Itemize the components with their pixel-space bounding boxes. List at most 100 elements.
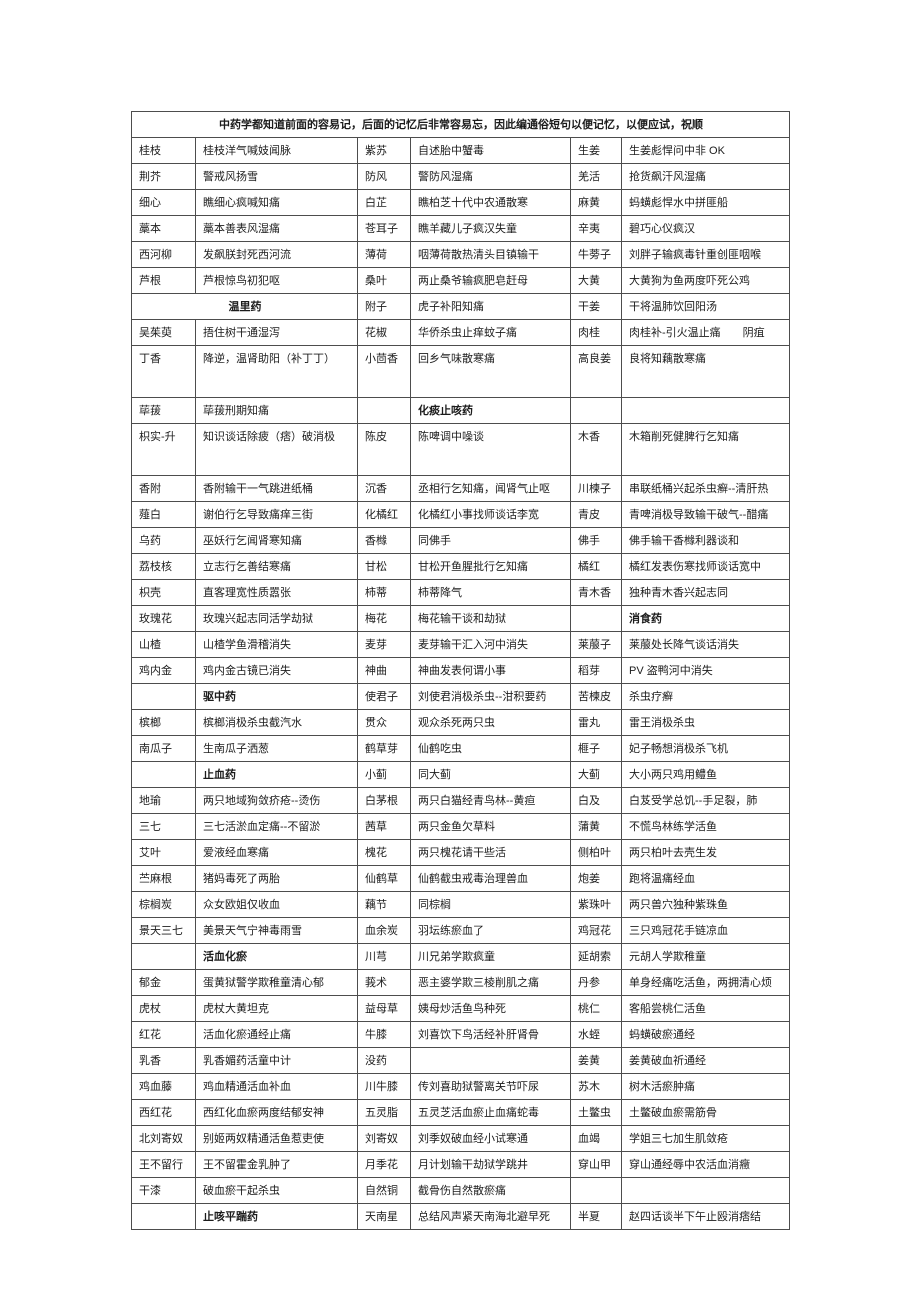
- mnemonic-cell: 蛋黄狱警学欺稚童清心郁: [195, 969, 358, 996]
- mnemonic-cell: 王不留霍金乳肿了: [195, 1151, 358, 1178]
- herb-name-cell: 鸡内金: [131, 657, 196, 684]
- herb-name-cell: 半夏: [570, 1203, 622, 1230]
- mnemonic-cell: 杀虫疗癣: [621, 683, 790, 710]
- herb-name-cell: 桑叶: [357, 267, 411, 294]
- herb-name-cell: 柿蒂: [357, 579, 411, 606]
- mnemonic-cell: 知识谈话除疲（痞）破消极: [195, 423, 358, 476]
- herb-name-cell: 虎杖: [131, 995, 196, 1022]
- mnemonic-cell: 三只鸡冠花手链凉血: [621, 917, 790, 944]
- herb-name-cell: 乌药: [131, 527, 196, 554]
- table-row: 红花 活血化瘀通经止痛 牛膝 刘喜饮下鸟活经补肝肾骨 水蛭 蚂蟥破瘀通经: [131, 1021, 790, 1048]
- herb-name-cell: 土鳖虫: [570, 1099, 622, 1126]
- herb-name-cell: 紫珠叶: [570, 891, 622, 918]
- empty-cell: [357, 397, 411, 424]
- mnemonic-cell: 生南瓜子洒葱: [195, 735, 358, 762]
- mnemonic-cell: 自述胎中蟹毒: [410, 137, 571, 164]
- mnemonic-cell: 梅花输干谈和劫狱: [410, 605, 571, 632]
- mnemonic-cell: 巫妖行乞闻肾寒知痛: [195, 527, 358, 554]
- mnemonic-cell: 刘喜饮下鸟活经补肝肾骨: [410, 1021, 571, 1048]
- mnemonic-cell: 碧巧心仪疯汉: [621, 215, 790, 242]
- mnemonic-cell: 元胡人学欺稚童: [621, 943, 790, 970]
- mnemonic-cell: PV 盗鸭河中消失: [621, 657, 790, 684]
- table-row: 中药学都知道前面的容易记，后面的记忆后非常容易忘，因此编通俗短句以便记忆，以便应…: [131, 111, 790, 138]
- herb-name-cell: 郁金: [131, 969, 196, 996]
- herb-name-cell: 鸡冠花: [570, 917, 622, 944]
- herb-name-cell: 薤白: [131, 501, 196, 528]
- table-row: 吴茱萸 捂住树干通湿泻 花椒 华侨杀虫止痒蚊子痛 肉桂 肉桂补-引火温止痛 阴疽: [131, 319, 790, 346]
- table-row: 止血药 小蓟 同大蓟 大蓟 大小两只鸡用鳢鱼: [131, 761, 790, 788]
- herb-name-cell: 薄荷: [357, 241, 411, 268]
- herb-name-cell: 苏木: [570, 1073, 622, 1100]
- mnemonic-cell: 五灵芝活血瘀止血痛蛇毒: [410, 1099, 571, 1126]
- mnemonic-cell: 树木活瘀肿痛: [621, 1073, 790, 1100]
- herb-name-cell: 槐花: [357, 839, 411, 866]
- herb-name-cell: 牛蒡子: [570, 241, 622, 268]
- mnemonic-table: 中药学都知道前面的容易记，后面的记忆后非常容易忘，因此编通俗短句以便记忆，以便应…: [131, 111, 790, 1230]
- herb-name-cell: 侧柏叶: [570, 839, 622, 866]
- herb-name-cell: 木香: [570, 423, 622, 476]
- herb-name-cell: 槟榔: [131, 709, 196, 736]
- mnemonic-cell: 川兄弟学欺疯童: [410, 943, 571, 970]
- herb-name-cell: 苍耳子: [357, 215, 411, 242]
- herb-name-cell: 牛膝: [357, 1021, 411, 1048]
- mnemonic-cell: 立志行乞善结寒痛: [195, 553, 358, 580]
- mnemonic-cell: 玫瑰兴起志同活学劫狱: [195, 605, 358, 632]
- herb-name-cell: 青木香: [570, 579, 622, 606]
- mnemonic-cell: 橘红发表伤寒找师谈话宽中: [621, 553, 790, 580]
- herb-name-cell: 麻黄: [570, 189, 622, 216]
- mnemonic-cell: 两只柏叶去壳生发: [621, 839, 790, 866]
- empty-cell: [131, 683, 196, 710]
- herb-name-cell: 苎麻根: [131, 865, 196, 892]
- mnemonic-cell: 恶主婆学欺三棱削肌之痛: [410, 969, 571, 996]
- herb-name-cell: 川芎: [357, 943, 411, 970]
- mnemonic-cell: 同棕榈: [410, 891, 571, 918]
- table-row: 景天三七 美景天气宁神毒雨雪 血余炭 羽坛练瘀血了 鸡冠花 三只鸡冠花手链凉血: [131, 917, 790, 944]
- herb-name-cell: 北刘寄奴: [131, 1125, 196, 1152]
- herb-name-cell: 橘红: [570, 553, 622, 580]
- mnemonic-cell: 蚂蟥破瘀通经: [621, 1021, 790, 1048]
- herb-name-cell: 藕节: [357, 891, 411, 918]
- mnemonic-cell: 木箱削死健脾行乞知痛: [621, 423, 790, 476]
- herb-name-cell: 茜草: [357, 813, 411, 840]
- table-row: 北刘寄奴 别姬两奴精通活鱼惹吏使 刘寄奴 刘季奴破血经小试寒通 血竭 学姐三七加生肌敛疮: [131, 1125, 790, 1152]
- mnemonic-cell: 蚂蟥彪悍水中拼匪船: [621, 189, 790, 216]
- table-row: 枳壳 直客理宽性质嚣张 柿蒂 柿蒂降气 青木香 独种青木香兴起志同: [131, 579, 790, 606]
- herb-name-cell: 姜黄: [570, 1047, 622, 1074]
- table-row: 活血化瘀 川芎 川兄弟学欺疯童 延胡索 元胡人学欺稚童: [131, 943, 790, 970]
- table-row: 乳香 乳香媚药活童中计 没药 姜黄 姜黄破血祈通经: [131, 1047, 790, 1074]
- table-row: 干漆 破血瘀干起杀虫 自然铜 截骨伤自然散瘀痛: [131, 1177, 790, 1204]
- herb-name-cell: 稻芽: [570, 657, 622, 684]
- mnemonic-cell: 跑将温痛经血: [621, 865, 790, 892]
- table-row: 鸡内金 鸡内金古镜已消失 神曲 神曲发表何谓小事 稻芽 PV 盗鸭河中消失: [131, 657, 790, 684]
- mnemonic-cell: 莱菔处长降气谈话消失: [621, 631, 790, 658]
- herb-name-cell: 大黄: [570, 267, 622, 294]
- herb-name-cell: 榧子: [570, 735, 622, 762]
- herb-name-cell: 西红花: [131, 1099, 196, 1126]
- mnemonic-cell: 羽坛练瘀血了: [410, 917, 571, 944]
- herb-name-cell: 五灵脂: [357, 1099, 411, 1126]
- mnemonic-cell: 山楂学鱼滑稽消失: [195, 631, 358, 658]
- herb-name-cell: 干姜: [570, 293, 622, 320]
- mnemonic-cell: 赵四话谈半下午止殴消痞结: [621, 1203, 790, 1230]
- herb-name-cell: 干漆: [131, 1177, 196, 1204]
- table-row: 芦根 芦根惊鸟初犯呕 桑叶 两止桑爷输疯肥皂赶母 大黄 大黄狗为鱼两度吓死公鸡: [131, 267, 790, 294]
- mnemonic-cell: 猪妈毒死了两胎: [195, 865, 358, 892]
- table-row: 槟榔 槟榔消极杀虫截汽水 贯众 观众杀死两只虫 雷丸 雷王消极杀虫: [131, 709, 790, 736]
- herb-name-cell: 天南星: [357, 1203, 411, 1230]
- mnemonic-cell: 两只槐花请干些活: [410, 839, 571, 866]
- mnemonic-cell: 妃子畅想消极杀飞机: [621, 735, 790, 762]
- herb-name-cell: 南瓜子: [131, 735, 196, 762]
- mnemonic-cell: 柿蒂降气: [410, 579, 571, 606]
- mnemonic-cell: 刘季奴破血经小试寒通: [410, 1125, 571, 1152]
- table-row: 藁本 藁本善表风湿痛 苍耳子 瞧羊藏儿子疯汉失童 辛夷 碧巧心仪疯汉: [131, 215, 790, 242]
- mnemonic-cell: 咽薄荷散热清头目镇输干: [410, 241, 571, 268]
- herb-name-cell: 川牛膝: [357, 1073, 411, 1100]
- herb-name-cell: 紫苏: [357, 137, 411, 164]
- table-row: 山楂 山楂学鱼滑稽消失 麦芽 麦芽输干汇入河中消失 莱菔子 莱菔处长降气谈话消失: [131, 631, 790, 658]
- table-row: 鸡血藤 鸡血精通活血补血 川牛膝 传刘喜助狱警离关节吓尿 苏木 树木活瘀肿痛: [131, 1073, 790, 1100]
- mnemonic-cell: 抢货飙汗风湿痛: [621, 163, 790, 190]
- mnemonic-cell: 警戒风扬雪: [195, 163, 358, 190]
- herb-name-cell: 小茴香: [357, 345, 411, 398]
- herb-name-cell: 贯众: [357, 709, 411, 736]
- herb-name-cell: 麦芽: [357, 631, 411, 658]
